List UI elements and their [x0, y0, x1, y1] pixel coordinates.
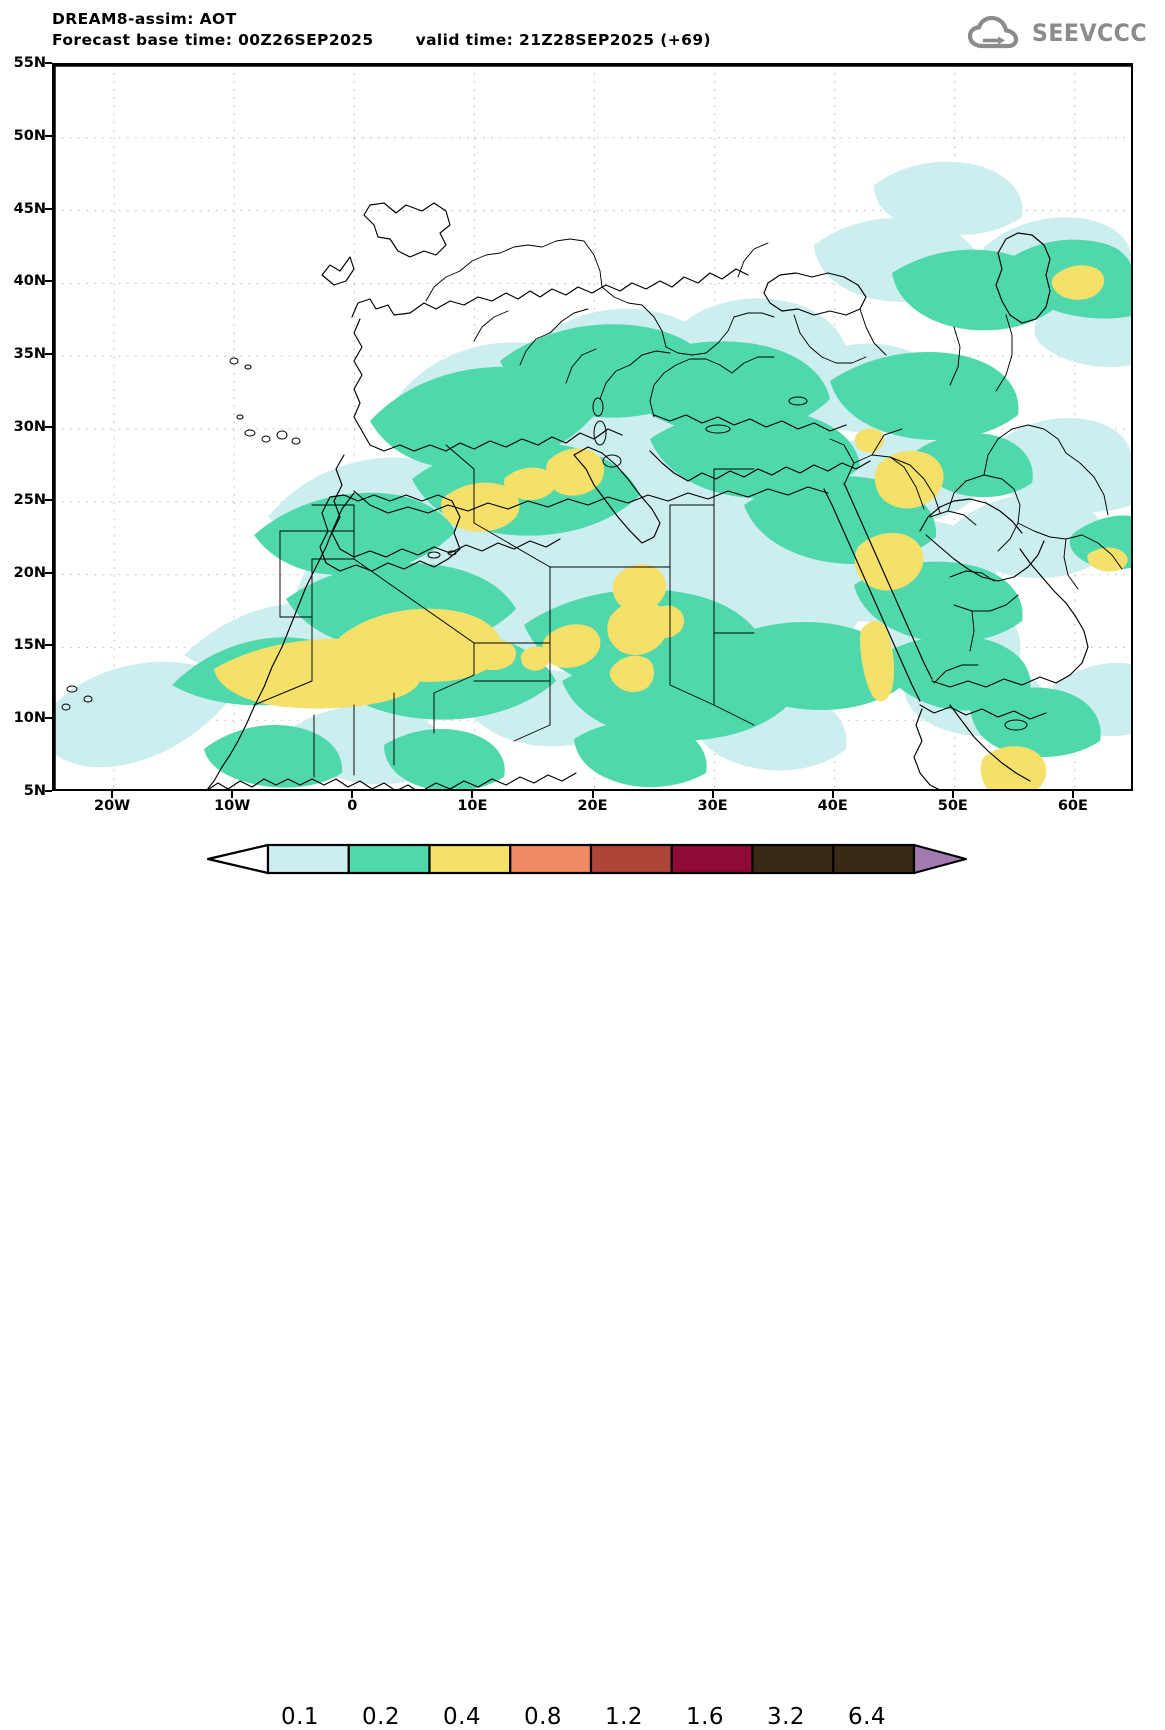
- cloud-arrow-icon: [968, 16, 1019, 49]
- ytick-mark-30n: [45, 426, 52, 428]
- ytick-mark-55n: [45, 62, 52, 64]
- coastlines-and-borders: [61, 202, 1123, 789]
- ytick-45n: 45N: [13, 200, 46, 217]
- ytick-55n: 55N: [13, 55, 46, 71]
- colorbar-label-0.8: 0.8: [523, 1704, 563, 1730]
- xtick-10e: 10E: [457, 798, 488, 814]
- ytick-25n: 25N: [13, 491, 46, 508]
- xtick-mark-40e: [831, 791, 834, 798]
- ytick-10n: 10N: [13, 710, 46, 727]
- ytick-mark-20n: [45, 571, 52, 574]
- colorbar-label-6.4: 6.4: [847, 1704, 887, 1730]
- contour-band-0.4: [214, 265, 1128, 789]
- ytick-mark-45n: [45, 207, 52, 210]
- colorbar-swatch-0.1: [266, 843, 350, 875]
- ytick-35n: 35N: [13, 346, 46, 363]
- colorbar: 0.1 0.2 0.4 0.8 1.2 1.6 3.2 6.4: [0, 838, 1165, 1730]
- xtick-40e: 40E: [817, 798, 848, 814]
- xtick-mark-0: [351, 791, 354, 798]
- xtick-mark-20w: [111, 791, 114, 798]
- ytick-50n: 50N: [13, 127, 46, 144]
- ytick-30n: 30N: [13, 419, 46, 435]
- ytick-mark-40n: [45, 280, 52, 283]
- ytick-15n: 15N: [13, 637, 46, 654]
- xtick-mark-50e: [951, 791, 954, 798]
- colorbar-swatch-0.4: [428, 843, 512, 875]
- colorbar-swatches: [206, 843, 968, 875]
- colorbar-under-arrow: [206, 843, 270, 875]
- xtick-10w: 10W: [214, 798, 251, 814]
- colorbar-over-arrow: [912, 843, 968, 875]
- chart-header: DREAM8-assim: AOT Forecast base time: 00…: [0, 0, 1165, 62]
- valid-time-value: 21Z28SEP2025 (+69): [519, 31, 711, 49]
- colorbar-swatch-0.8: [509, 843, 593, 875]
- base-time-value: 00Z26SEP2025: [238, 31, 374, 49]
- ytick-5n: 5N: [23, 783, 46, 799]
- colorbar-label-0.2: 0.2: [361, 1704, 401, 1730]
- xtick-0: 0: [347, 798, 358, 814]
- xtick-20e: 20E: [577, 798, 608, 814]
- xtick-mark-30e: [711, 791, 714, 798]
- colorbar-label-1.2: 1.2: [604, 1704, 644, 1730]
- page-title: DREAM8-assim: AOT: [52, 10, 237, 28]
- ytick-mark-25n: [45, 498, 52, 501]
- xtick-20w: 20W: [94, 798, 131, 814]
- ytick-20n: 20N: [13, 564, 46, 581]
- colorbar-label-1.6: 1.6: [685, 1704, 725, 1730]
- colorbar-swatch-1.2: [589, 843, 673, 875]
- xtick-60e: 60E: [1057, 798, 1088, 814]
- map-frame: [52, 63, 1133, 791]
- colorbar-swatch-0.2: [347, 843, 431, 875]
- xtick-50e: 50E: [937, 798, 968, 814]
- logo-wordmark: SEEVCCC: [1032, 19, 1147, 47]
- xtick-30e: 30E: [697, 798, 728, 814]
- ytick-mark-35n: [45, 353, 52, 356]
- xtick-mark-60e: [1071, 791, 1074, 798]
- colorbar-swatch-1.6: [670, 843, 754, 875]
- colorbar-label-3.2: 3.2: [766, 1704, 806, 1730]
- xtick-mark-20e: [591, 791, 594, 798]
- ytick-mark-50n: [45, 134, 52, 137]
- xtick-mark-10e: [471, 791, 474, 798]
- colorbar-swatch-3.2: [751, 843, 835, 875]
- ytick-40n: 40N: [13, 273, 46, 290]
- map-plot-area: 55N 50N 45N 40N 35N 30N 25N 20N 15N 10N …: [14, 55, 1133, 814]
- ytick-mark-10n: [45, 717, 52, 720]
- xtick-mark-10w: [231, 791, 234, 798]
- colorbar-label-0.1: 0.1: [280, 1704, 320, 1730]
- seevccc-logo: SEEVCCC: [968, 14, 1157, 52]
- forecast-time-line: Forecast base time: 00Z26SEP2025 valid ti…: [52, 31, 711, 49]
- base-time-label: Forecast base time:: [52, 31, 233, 49]
- ytick-mark-5n: [45, 790, 52, 792]
- colorbar-label-0.4: 0.4: [442, 1704, 482, 1730]
- colorbar-swatch-6.4: [832, 843, 916, 875]
- valid-time-label: valid time:: [415, 31, 514, 49]
- ytick-mark-15n: [45, 644, 52, 647]
- aot-contour-map: [54, 65, 1131, 789]
